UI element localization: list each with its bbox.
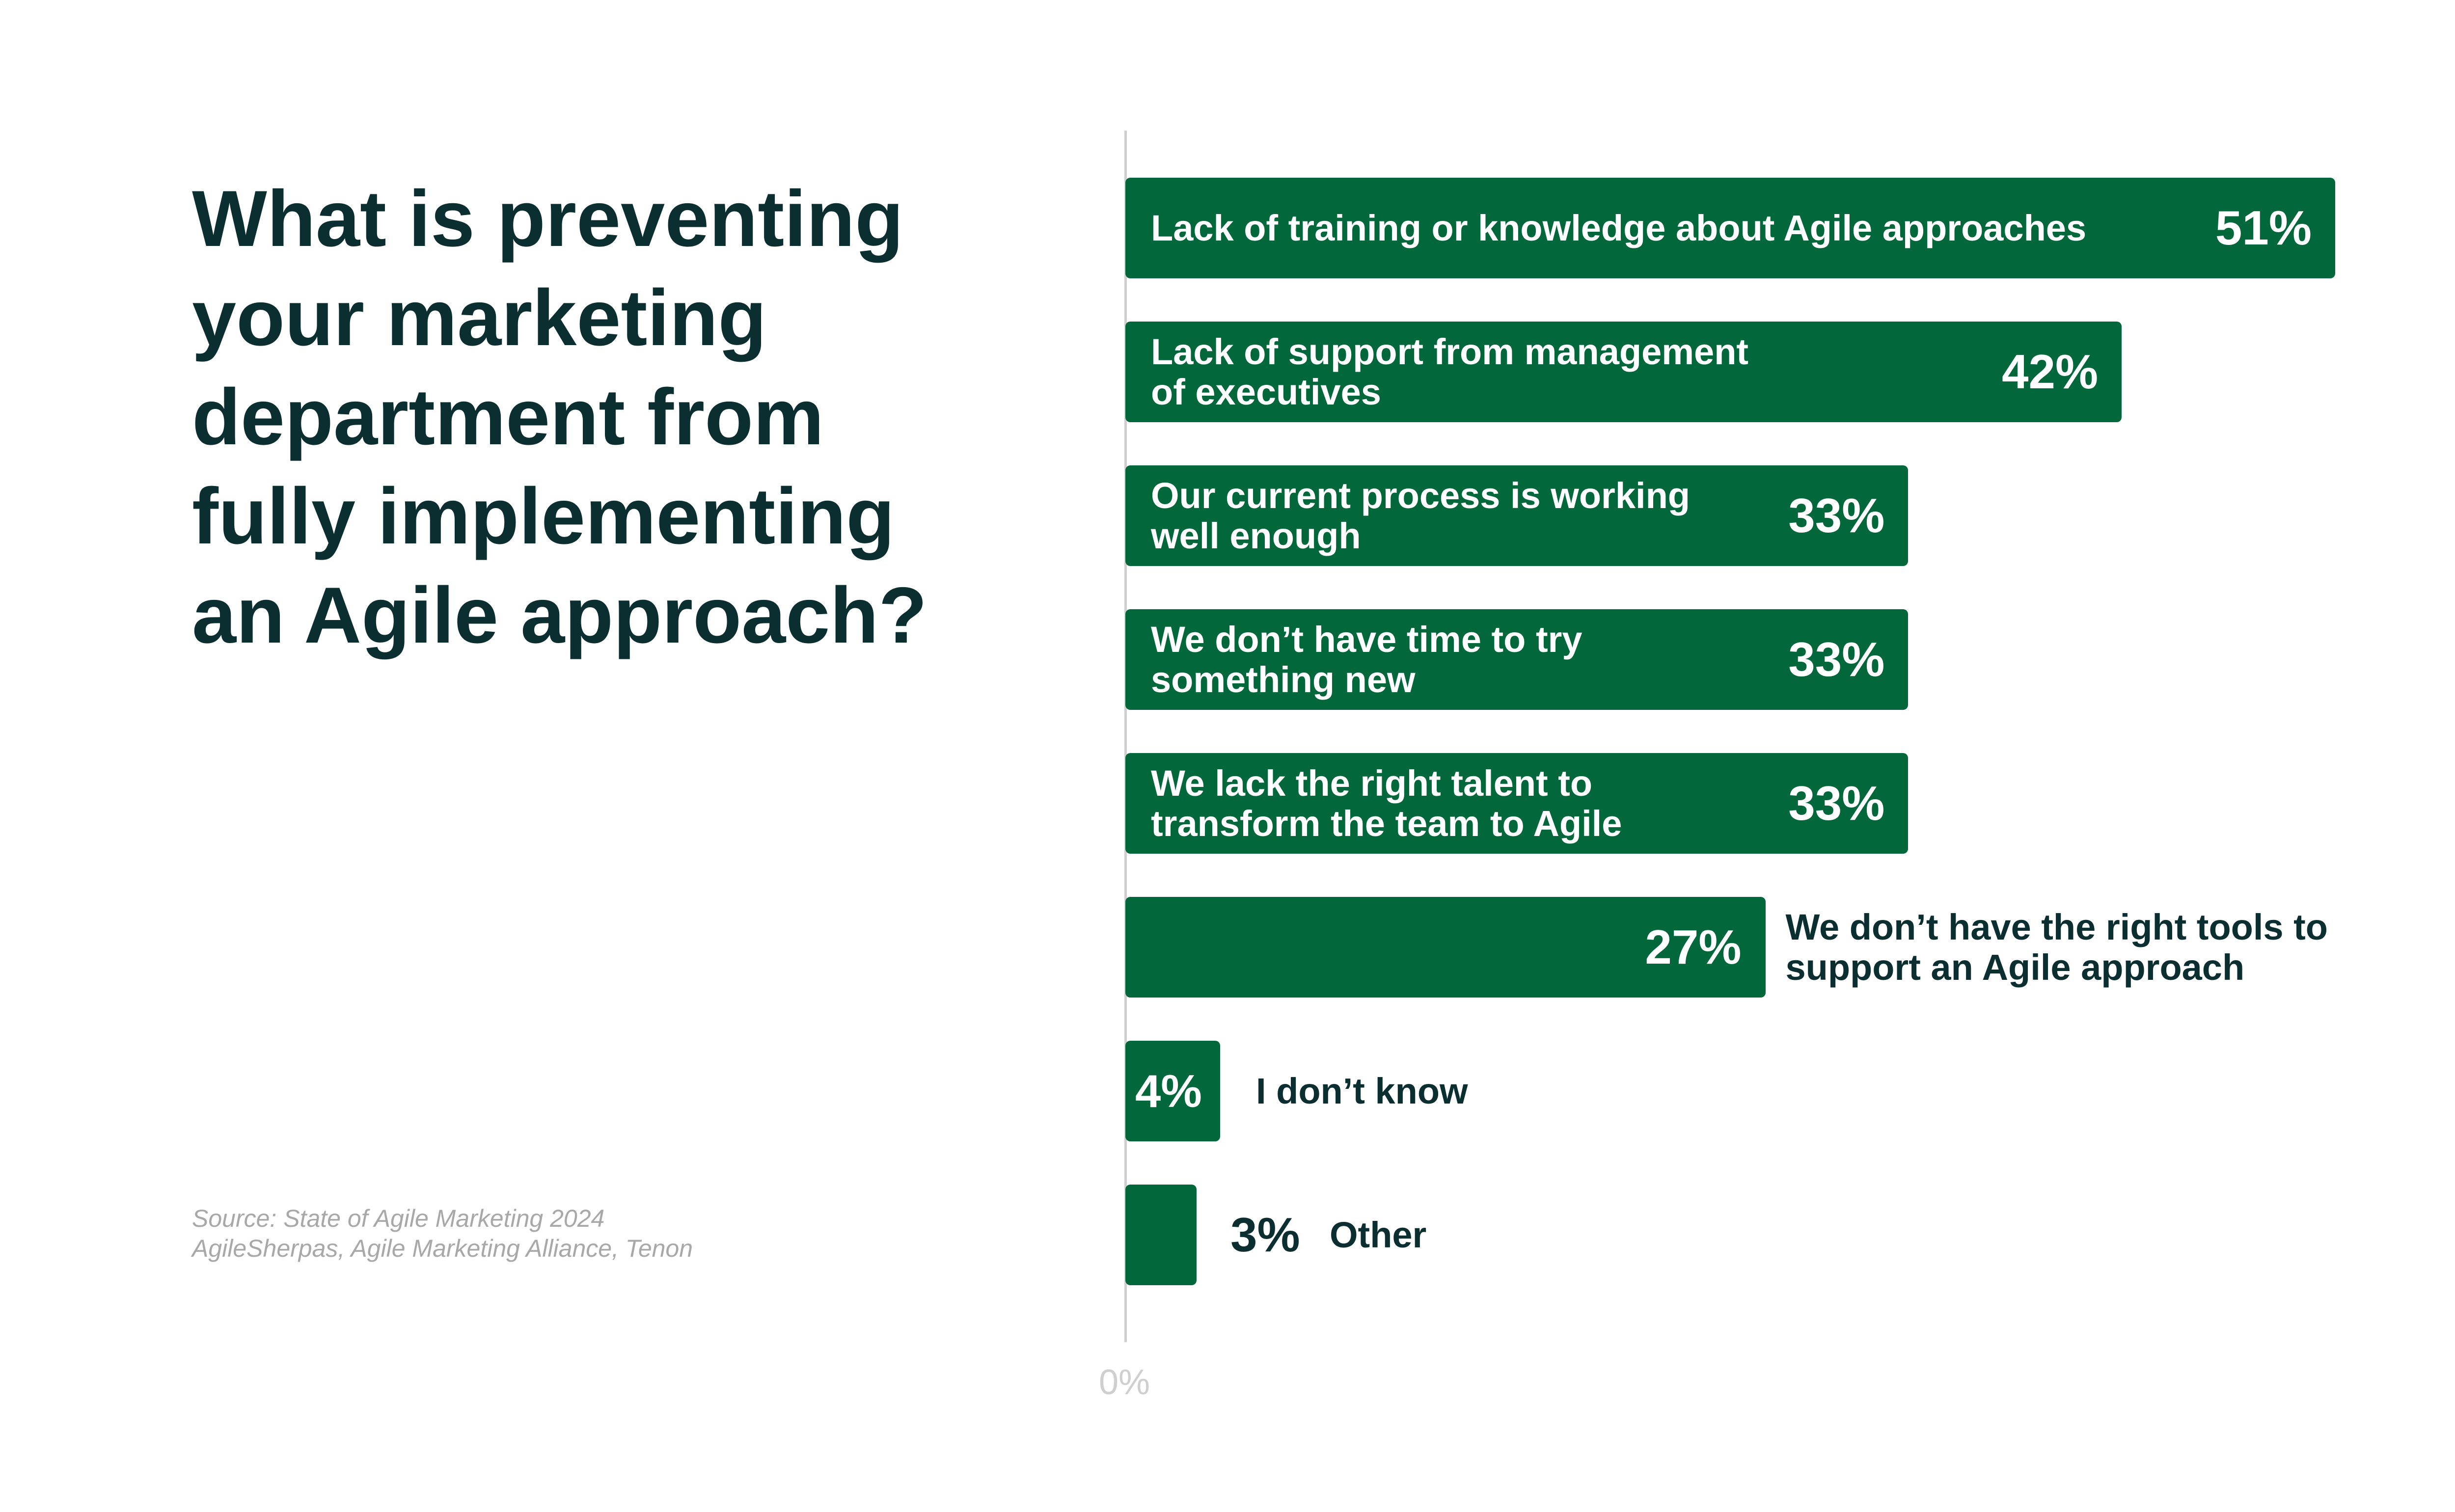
category-label: Other [1330, 1185, 1426, 1285]
bar [1125, 609, 1909, 710]
source-note: Source: State of Agile Marketing 2024 Agi… [192, 1204, 693, 1264]
category-label-line: Lack of training or knowledge about Agil… [1151, 207, 2087, 248]
bar [1125, 753, 1909, 854]
category-label-line: something new [1151, 659, 1416, 700]
category-label-line: I don’t know [1256, 1070, 1468, 1111]
category-label-line: Other [1330, 1214, 1427, 1255]
value-label: 51% [2215, 201, 2312, 255]
title-line: an Agile approach? [192, 571, 927, 660]
category-label-line: We lack the right talent to [1151, 762, 1593, 804]
category-label: We don’t have the right tools to support … [1785, 897, 2328, 998]
source-line: AgileSherpas, Agile Marketing Alliance, … [192, 1235, 693, 1262]
value-label: 27% [1645, 920, 1742, 974]
bar [1125, 465, 1909, 566]
category-label-line: of executives [1151, 371, 1381, 412]
value-label: 3% [1230, 1208, 1300, 1262]
value-label: 33% [1788, 776, 1885, 830]
bar [1125, 178, 2335, 278]
value-label: 42% [2002, 345, 2099, 399]
category-label: We don’t have time to try something new [1151, 609, 1582, 710]
category-label-line: Lack of support from management [1151, 331, 1749, 372]
bar [1125, 322, 2122, 422]
bar [1125, 1041, 1221, 1141]
bar [1125, 897, 1766, 998]
chart-title: What is preventing your marketing departme… [192, 169, 1076, 665]
value-label: 4% [1135, 1065, 1202, 1117]
category-label: I don’t know [1256, 1041, 1468, 1141]
category-label: Lack of training or knowledge about Agil… [1151, 178, 2086, 278]
value-label: 33% [1788, 632, 1885, 686]
category-label-line: support an Agile approach [1785, 946, 2245, 988]
value-label: 33% [1788, 488, 1885, 542]
bar [1125, 1185, 1197, 1285]
category-label: Lack of support from management of execut… [1151, 322, 1748, 422]
title-line: fully implementing [192, 472, 895, 561]
category-label-line: We don’t have time to try [1151, 619, 1582, 660]
category-label-line: We don’t have the right tools to [1785, 906, 2328, 947]
category-label: We lack the right talent to transform the… [1151, 753, 1622, 854]
title-line: your marketing [192, 273, 767, 362]
title-line: department from [192, 373, 824, 461]
y-axis-line [1124, 131, 1127, 1342]
category-label-line: well enough [1151, 515, 1361, 556]
source-line: Source: State of Agile Marketing 2024 [192, 1205, 605, 1232]
category-label-line: Our current process is working [1151, 475, 1690, 516]
title-line: What is preventing [192, 174, 904, 263]
x-tick-label-0: 0% [1098, 1363, 1150, 1402]
category-label: Our current process is working well enoug… [1151, 465, 1690, 566]
category-label-line: transform the team to Agile [1151, 803, 1622, 844]
